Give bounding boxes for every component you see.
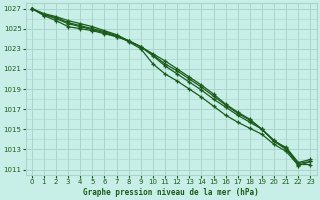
X-axis label: Graphe pression niveau de la mer (hPa): Graphe pression niveau de la mer (hPa) xyxy=(83,188,259,197)
